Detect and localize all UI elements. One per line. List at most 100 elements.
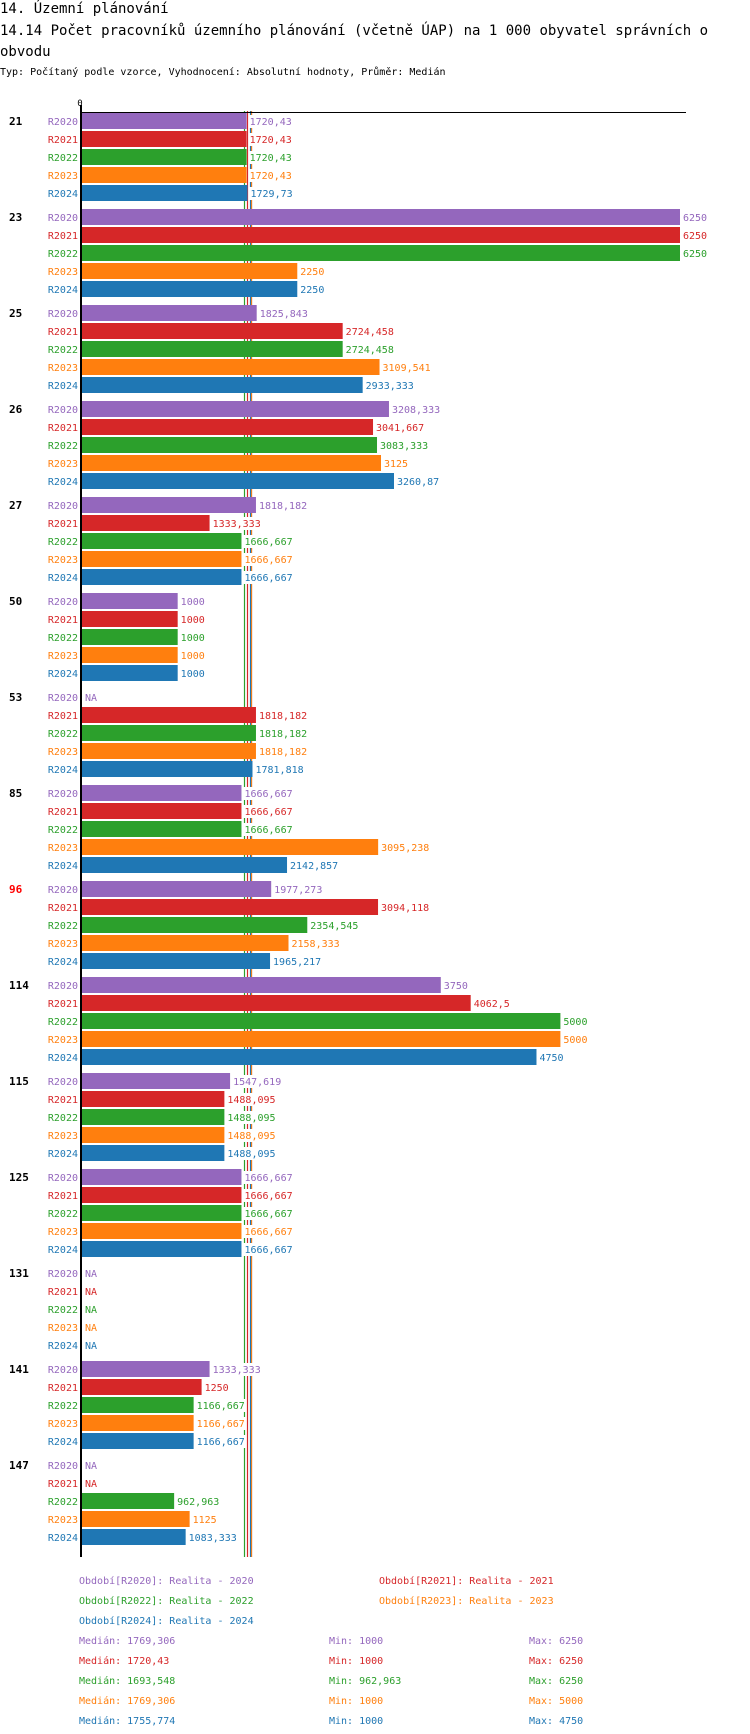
value-label-bg [682,229,709,242]
value-label: 6250 [683,249,707,260]
category-group-114: 114 R2020 3750 R2021 4062,5 R2022 5000 R2023 500… [9,977,589,1065]
value-label-bg [344,343,396,356]
value-label-bg [84,1303,99,1316]
category-label: 96 [9,883,23,896]
value-label: 1000 [181,633,205,644]
value-label: 1000 [181,615,205,626]
legend-min-R2022: Min: 962,963 [329,1676,402,1687]
value-label-bg [272,955,323,968]
value-label-bg [396,475,441,488]
value-label: 1965,217 [273,957,321,968]
value-label: NA [85,1323,97,1334]
bar [82,1241,242,1257]
value-label: 5000 [563,1017,587,1028]
value-label-bg [243,535,295,548]
value-label: NA [85,1305,97,1316]
series-label: R2022 [48,1209,78,1220]
legend-period-R2020: Období[R2020]: Realita - 2020 [79,1576,254,1587]
value-label: 1488,095 [227,1095,275,1106]
series-label: R2020 [48,789,78,800]
value-label-bg [682,247,709,260]
value-label: 1818,182 [259,747,307,758]
value-label: 1720,43 [250,135,292,146]
value-label-bg [243,1207,295,1220]
value-label-bg [84,1459,99,1472]
series-label: R2022 [48,153,78,164]
bar [82,1205,242,1221]
bar [82,551,242,567]
series-label: R2021 [48,1191,78,1202]
value-label-bg [254,763,306,776]
category-label: 27 [9,499,22,512]
value-label: 1000 [181,651,205,662]
value-label: 2724,458 [346,345,394,356]
value-label: NA [85,1269,97,1280]
value-label-bg [379,439,430,452]
legend-median-R2020: Medián: 1769,306 [79,1636,176,1647]
category-label: 115 [9,1075,29,1088]
series-label: R2020 [48,1173,78,1184]
series-label: R2022 [48,1497,78,1508]
category-label: 147 [9,1459,29,1472]
bar [82,341,343,357]
category-group-96: 96 R2020 1977,273 R2021 3094,118 R2022 2354,54… [9,881,431,969]
series-label: R2024 [48,669,78,680]
bar [82,899,379,915]
value-label: NA [85,1479,97,1490]
value-label-bg [211,1363,263,1376]
value-label-bg [211,517,263,530]
bar [82,821,242,837]
value-label-bg [290,937,342,950]
value-label: 4750 [539,1053,563,1064]
series-label: R2022 [48,441,78,452]
bar [82,995,471,1011]
bar [82,593,178,609]
value-label-bg [179,667,207,680]
series-label: R2021 [48,135,78,146]
value-label-bg [243,823,295,836]
category-group-85: 85 R2020 1666,667 R2021 1666,667 R2022 1666,66… [9,785,431,873]
bar [82,1187,242,1203]
series-label: R2021 [48,423,78,434]
bar [82,263,298,279]
category-label: 25 [9,307,22,320]
series-label: R2023 [48,1227,78,1238]
value-label-bg [84,1321,99,1334]
value-label-bg [176,1495,221,1508]
bar [82,377,363,393]
value-label: 1166,667 [197,1419,245,1430]
value-label-bg [179,595,207,608]
value-label-bg [380,901,431,914]
legend-median-R2022: Medián: 1693,548 [79,1676,176,1687]
series-label: R2020 [48,1461,78,1472]
series-label: R2023 [48,843,78,854]
series-label: R2023 [48,459,78,470]
legend-period-R2024: Období[R2024]: Realita - 2024 [79,1616,254,1627]
legend-min-R2023: Min: 1000 [329,1696,384,1707]
category-group-53: 53 R2020 NA R2021 1818,182 R2022 1818,182 R2023… [9,691,309,777]
legend-max-R2020: Max: 6250 [529,1636,584,1647]
legend-period-R2022: Období[R2022]: Realita - 2022 [79,1596,254,1607]
series-label: R2020 [48,597,78,608]
series-label: R2021 [48,231,78,242]
value-label-bg [257,709,309,722]
bar [82,857,288,873]
value-label: 1720,43 [250,171,292,182]
series-label: R2020 [48,309,78,320]
series-label: R2022 [48,1305,78,1316]
series-label: R2022 [48,1113,78,1124]
series-label: R2023 [48,555,78,566]
value-label: 3094,118 [381,903,429,914]
series-label: R2021 [48,903,78,914]
bar [82,455,381,471]
series-label: R2024 [48,1245,78,1256]
category-group-115: 115 R2020 1547,619 R2021 1488,095 R2022 1488,0… [9,1073,283,1161]
bar [82,1049,537,1065]
value-label: NA [85,693,97,704]
value-label-bg [273,883,324,896]
value-label-bg [299,265,326,278]
section-title: 14. Územní plánování [0,1,169,17]
series-label: R2020 [48,981,78,992]
series-label: R2020 [48,885,78,896]
bar [82,113,247,129]
